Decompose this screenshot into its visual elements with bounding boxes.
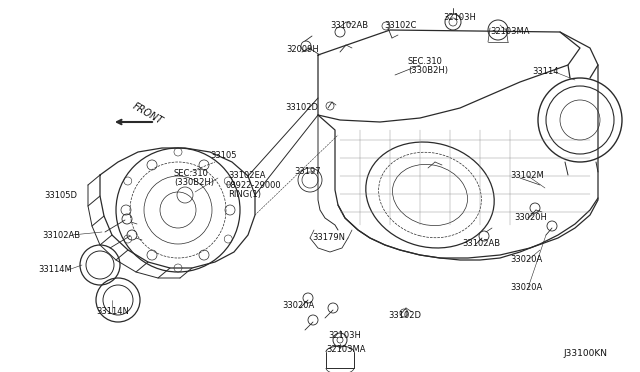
Text: (330B2H): (330B2H)	[408, 65, 448, 74]
Text: 33114: 33114	[532, 67, 559, 77]
Text: RING(1): RING(1)	[228, 189, 261, 199]
Text: 33020H: 33020H	[514, 214, 547, 222]
Text: 32103MA: 32103MA	[326, 346, 365, 355]
Text: 33102C: 33102C	[384, 22, 417, 31]
Text: 33114M: 33114M	[38, 266, 72, 275]
Text: 33105: 33105	[210, 151, 237, 160]
Text: 32009H: 32009H	[286, 45, 319, 55]
Text: 33102D: 33102D	[285, 103, 318, 112]
Text: 33114N: 33114N	[96, 308, 129, 317]
Text: 33179N: 33179N	[312, 232, 345, 241]
Text: 33020A: 33020A	[282, 301, 314, 311]
Text: 08922-29000: 08922-29000	[225, 180, 280, 189]
Text: 33020A: 33020A	[510, 283, 542, 292]
Text: 33105D: 33105D	[44, 190, 77, 199]
Text: SEC.310: SEC.310	[408, 58, 443, 67]
Text: 33102M: 33102M	[510, 171, 544, 180]
Text: 33102AB: 33102AB	[330, 22, 368, 31]
Text: 32103H: 32103H	[443, 13, 476, 22]
Text: J33100KN: J33100KN	[563, 350, 607, 359]
Text: 33102D: 33102D	[388, 311, 421, 321]
Text: 33102AB: 33102AB	[462, 240, 500, 248]
Text: 33102EA: 33102EA	[228, 171, 266, 180]
Text: 33020A: 33020A	[510, 256, 542, 264]
Text: SEC.310: SEC.310	[174, 169, 209, 177]
Text: 32103MA: 32103MA	[490, 28, 529, 36]
Text: (330B2H): (330B2H)	[174, 177, 214, 186]
Text: 33197: 33197	[294, 167, 321, 176]
Text: FRONT: FRONT	[131, 101, 165, 126]
Text: 33102AB: 33102AB	[42, 231, 80, 240]
Text: 32103H: 32103H	[328, 331, 361, 340]
